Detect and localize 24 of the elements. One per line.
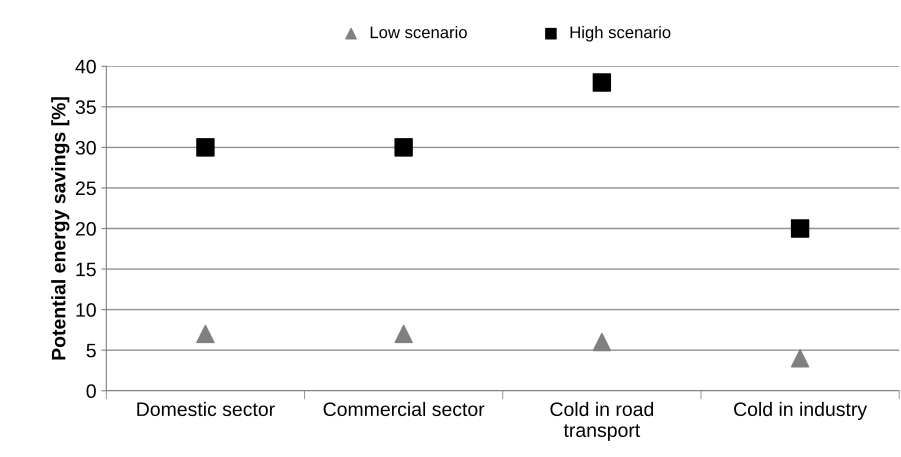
y-axis-title: Potential energy savings [%] <box>51 97 70 360</box>
x-tick-label: Cold in industry <box>734 402 868 420</box>
legend-label: High scenario <box>570 26 670 42</box>
y-tick-label: 25 <box>76 181 96 196</box>
y-tick-label: 30 <box>76 140 96 155</box>
y-tick-label: 0 <box>86 384 96 398</box>
y-tick-label: 20 <box>76 222 96 236</box>
point <box>394 324 413 344</box>
point <box>196 324 215 344</box>
point <box>592 73 612 92</box>
point <box>790 219 810 238</box>
point <box>790 349 810 368</box>
point <box>592 332 612 352</box>
x-tick-label: Cold in road transport <box>550 402 654 441</box>
x-tick-label: Commercial sector <box>324 402 484 416</box>
legend-label: Low scenario <box>370 26 467 38</box>
point <box>394 138 413 157</box>
y-tick-label: 35 <box>76 100 96 114</box>
point <box>196 138 215 157</box>
y-tick-label: 40 <box>75 60 96 74</box>
y-tick-label: 15 <box>76 262 96 276</box>
x-tick-label: Domestic sector <box>137 402 275 416</box>
y-tick-label: 5 <box>86 344 96 358</box>
y-tick-label: 10 <box>76 303 96 317</box>
